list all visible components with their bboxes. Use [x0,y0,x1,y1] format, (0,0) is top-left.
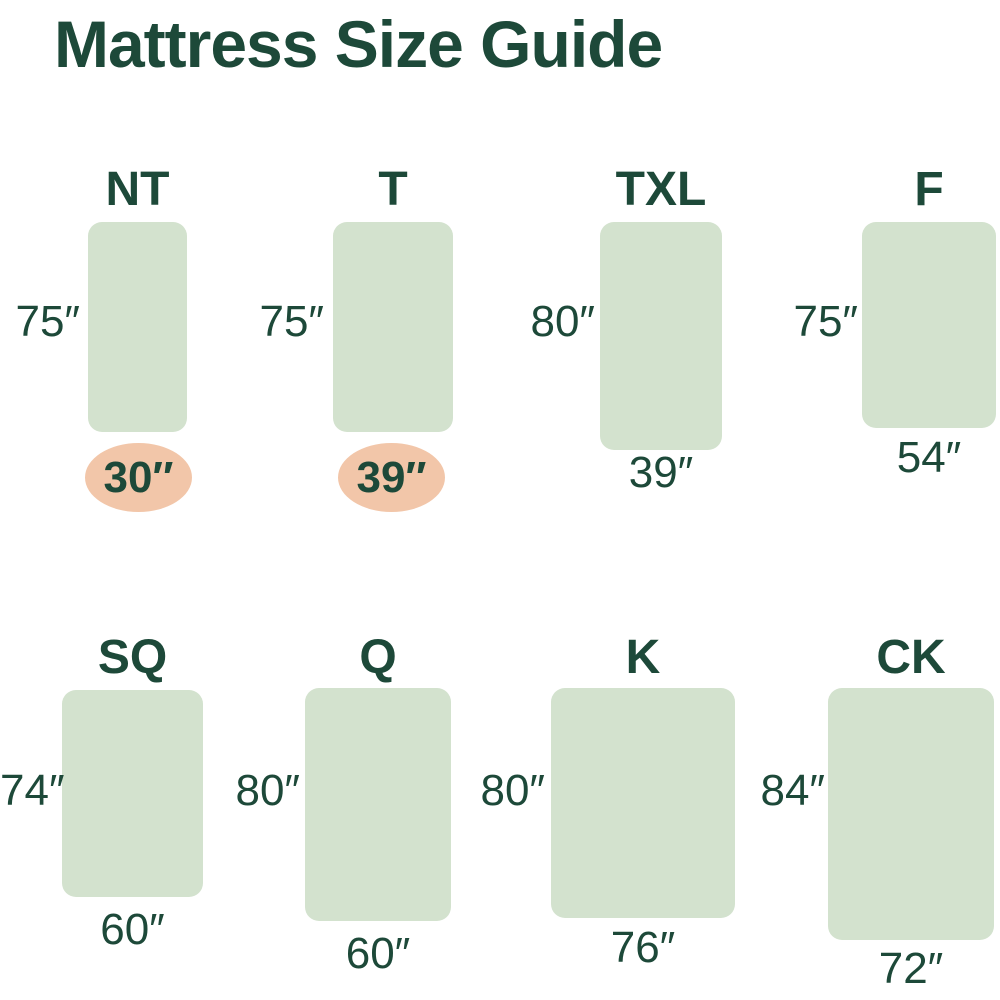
height-label-f: 75″ [793,297,858,346]
width-label-q: 60″ [345,929,411,978]
height-label-ck: 84″ [760,766,825,815]
page-title: Mattress Size Guide [54,7,663,81]
width-label-t: 39″ [356,452,427,502]
width-label-txl: 39″ [628,448,694,497]
mattress-rect-sq [62,690,203,897]
height-label-txl: 80″ [530,297,595,346]
mattress-rect-t [333,222,453,432]
mattress-code-sq: SQ [97,631,168,684]
width-label-k: 76″ [610,923,676,972]
mattress-code-k: K [625,631,661,684]
height-label-t: 75″ [259,297,324,346]
mattress-code-nt: NT [105,163,170,216]
mattress-code-q: Q [359,631,397,684]
width-label-sq: 60″ [100,905,165,954]
mattress-code-txl: TXL [615,163,707,216]
mattress-code-t: T [378,163,408,216]
height-label-sq: 74″ [0,766,65,815]
mattress-code-f: F [914,163,944,216]
width-label-f: 54″ [896,433,962,482]
height-label-nt: 75″ [15,297,80,346]
width-label-ck: 72″ [878,944,944,993]
mattress-rect-f [862,222,996,428]
height-label-q: 80″ [235,766,300,815]
width-label-nt: 30″ [103,452,174,502]
width-highlight-ellipse-nt: 30″ [85,443,192,512]
mattress-rect-q [305,688,451,921]
mattress-rect-nt [88,222,187,432]
mattress-rect-k [551,688,735,918]
mattress-rect-txl [600,222,722,450]
mattress-rect-ck [828,688,994,940]
height-label-k: 80″ [480,766,545,815]
width-highlight-ellipse-t: 39″ [338,443,445,512]
mattress-code-ck: CK [876,631,946,684]
